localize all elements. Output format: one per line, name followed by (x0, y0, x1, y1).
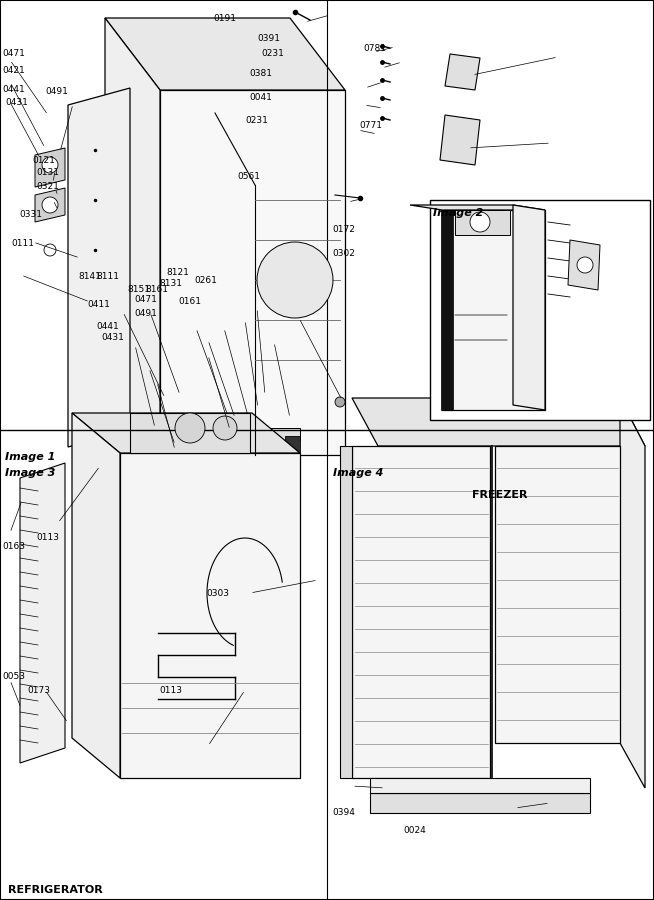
Polygon shape (340, 446, 352, 778)
Text: 0561: 0561 (237, 172, 260, 181)
Circle shape (577, 257, 593, 273)
Text: 0121: 0121 (33, 156, 56, 165)
Text: 0191: 0191 (214, 14, 237, 23)
Polygon shape (140, 452, 183, 478)
Polygon shape (568, 240, 600, 290)
Polygon shape (262, 428, 300, 440)
Text: 8161: 8161 (145, 285, 168, 294)
Polygon shape (218, 440, 260, 452)
Text: 0394: 0394 (332, 808, 355, 817)
Text: 0391: 0391 (257, 34, 280, 43)
Polygon shape (370, 778, 590, 793)
Polygon shape (72, 413, 300, 453)
Polygon shape (441, 210, 453, 410)
Circle shape (470, 212, 490, 232)
Polygon shape (160, 90, 345, 455)
Text: 8121: 8121 (167, 268, 190, 277)
Text: Image 2: Image 2 (433, 208, 483, 218)
Text: 0431: 0431 (101, 333, 124, 342)
Text: 0381: 0381 (249, 69, 272, 78)
Polygon shape (68, 88, 130, 447)
Polygon shape (165, 430, 210, 448)
Text: 0781: 0781 (364, 44, 387, 53)
Text: 0173: 0173 (27, 686, 50, 695)
Polygon shape (352, 398, 645, 446)
Text: 0113: 0113 (159, 686, 182, 695)
Text: 0131: 0131 (36, 168, 59, 177)
Text: 0231: 0231 (262, 50, 284, 58)
Text: 0302: 0302 (332, 249, 355, 258)
Text: FREEZER: FREEZER (472, 490, 528, 500)
Text: 0321: 0321 (36, 182, 59, 191)
Text: 0111: 0111 (12, 238, 35, 248)
Polygon shape (105, 18, 345, 90)
Text: 0161: 0161 (178, 297, 201, 306)
Polygon shape (20, 463, 65, 763)
Text: 0491: 0491 (46, 87, 69, 96)
Text: 0441: 0441 (96, 322, 119, 331)
Text: 0471: 0471 (135, 295, 158, 304)
Polygon shape (440, 115, 480, 165)
Circle shape (175, 413, 205, 443)
Text: 0771: 0771 (359, 121, 382, 130)
Polygon shape (165, 467, 212, 485)
Text: 0303: 0303 (207, 589, 230, 598)
Circle shape (42, 197, 58, 213)
Polygon shape (620, 398, 645, 788)
Text: 0053: 0053 (2, 672, 25, 681)
Polygon shape (120, 453, 300, 778)
Polygon shape (130, 413, 250, 453)
Circle shape (335, 397, 345, 407)
Polygon shape (105, 18, 160, 455)
Text: 0411: 0411 (87, 300, 110, 309)
Text: 0041: 0041 (249, 93, 272, 102)
Text: 0441: 0441 (2, 86, 25, 94)
Text: 8131: 8131 (159, 279, 182, 288)
Text: 8151: 8151 (127, 285, 150, 294)
Polygon shape (35, 188, 65, 222)
Text: Image 4: Image 4 (333, 468, 383, 478)
Circle shape (42, 157, 58, 173)
Text: 0163: 0163 (2, 542, 25, 551)
Polygon shape (35, 148, 65, 187)
Polygon shape (513, 205, 545, 410)
Polygon shape (455, 210, 510, 235)
Text: Image 1: Image 1 (5, 452, 56, 462)
Polygon shape (370, 793, 590, 813)
Text: 0471: 0471 (2, 50, 25, 58)
Bar (430, 200, 650, 420)
Polygon shape (445, 54, 480, 90)
Text: 8111: 8111 (97, 272, 120, 281)
Polygon shape (410, 205, 545, 210)
Text: 0491: 0491 (135, 309, 158, 318)
Polygon shape (285, 436, 300, 452)
Text: 8141: 8141 (78, 272, 101, 281)
Polygon shape (72, 413, 120, 778)
Text: 0172: 0172 (332, 225, 355, 234)
Text: 0431: 0431 (5, 98, 28, 107)
Text: REFRIGERATOR: REFRIGERATOR (8, 885, 103, 895)
Text: 0113: 0113 (36, 533, 59, 542)
Text: 0331: 0331 (20, 210, 43, 219)
Circle shape (213, 416, 237, 440)
Text: 0231: 0231 (245, 116, 268, 125)
Text: 0024: 0024 (404, 826, 426, 835)
Polygon shape (495, 446, 620, 743)
Text: 0261: 0261 (194, 276, 217, 285)
Text: 0421: 0421 (2, 66, 25, 75)
Circle shape (257, 242, 333, 318)
Circle shape (44, 244, 56, 256)
Polygon shape (442, 210, 545, 410)
Text: Image 3: Image 3 (5, 468, 56, 478)
Polygon shape (352, 446, 490, 778)
Polygon shape (165, 452, 205, 465)
